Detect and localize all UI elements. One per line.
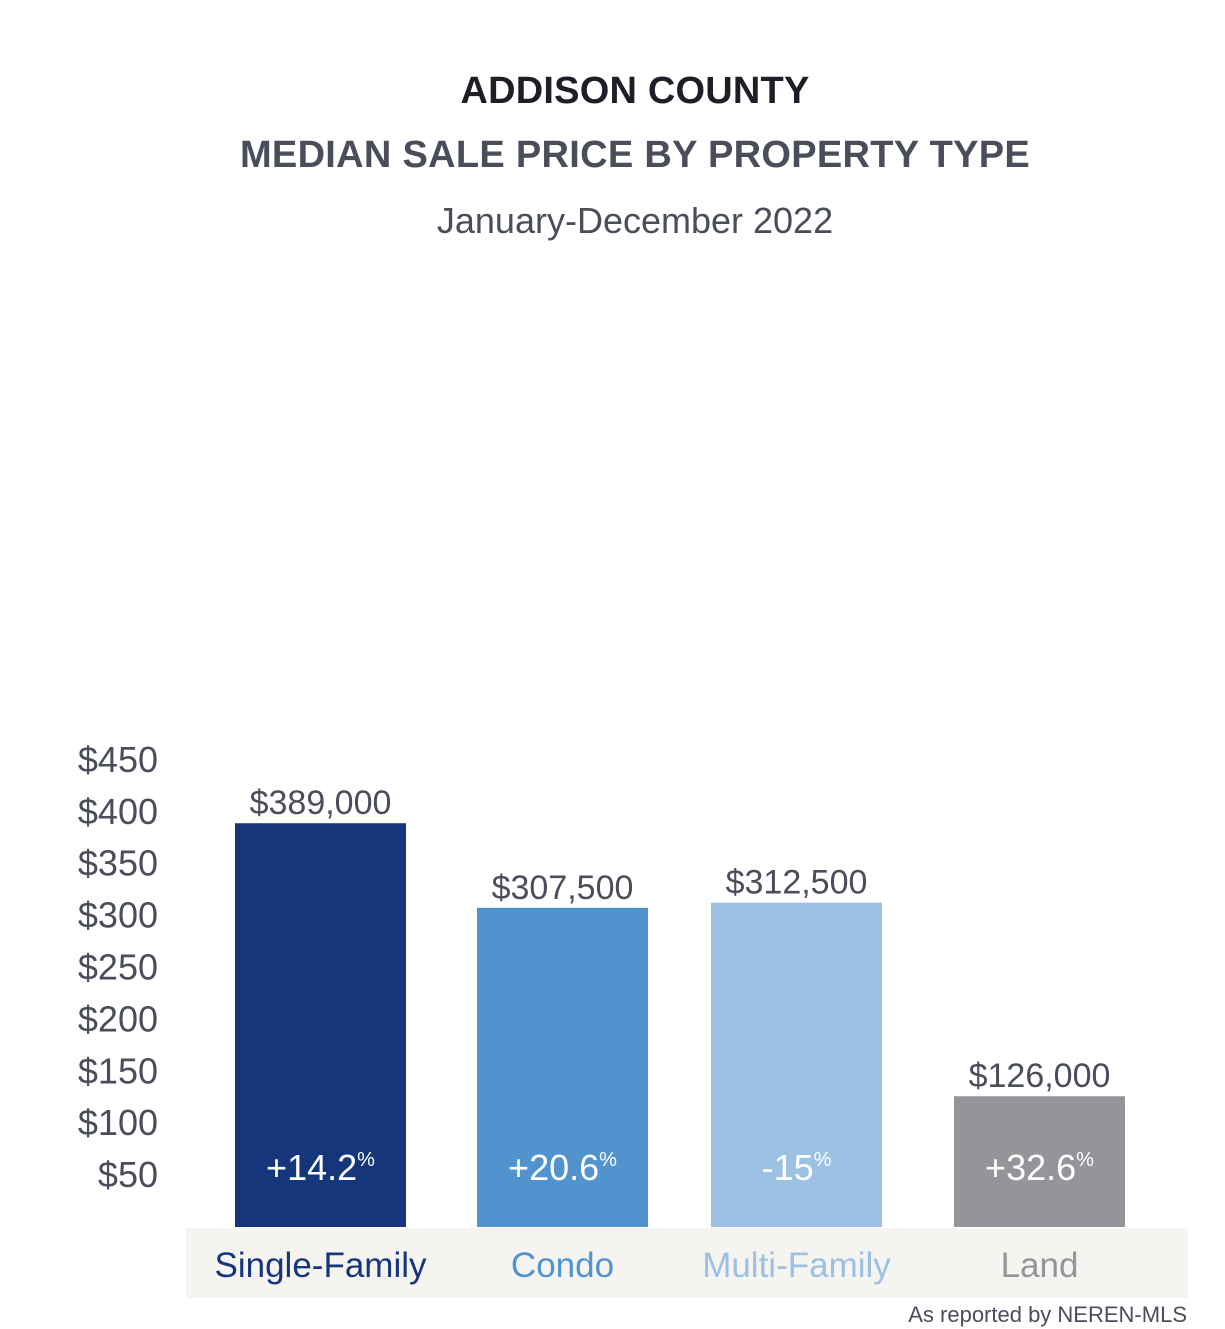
chart-subtitle: MEDIAN SALE PRICE BY PROPERTY TYPE [239, 134, 1031, 176]
change-value: +20.6 [508, 1147, 599, 1188]
y-tick-label: $250 [78, 947, 158, 988]
change-value: -15 [762, 1147, 814, 1188]
change-label: +14.2% [266, 1147, 375, 1188]
y-tick-label: $400 [78, 791, 158, 832]
category-label: Multi-Family [702, 1246, 891, 1285]
value-label: $389,000 [250, 784, 392, 822]
y-tick-label: $450 [78, 739, 158, 780]
x-axis-band [186, 1228, 1188, 1298]
y-tick-label: $50 [98, 1154, 158, 1195]
bar [711, 902, 882, 1227]
value-label: $126,000 [969, 1057, 1111, 1095]
bar [477, 907, 648, 1227]
value-label: $307,500 [492, 869, 634, 907]
bar [235, 823, 406, 1227]
change-label: +20.6% [508, 1147, 617, 1188]
source-note: As reported by NEREN-MLS [908, 1302, 1187, 1327]
change-unit: % [357, 1149, 375, 1171]
change-label: +32.6% [985, 1147, 1094, 1188]
change-value: +14.2 [266, 1147, 357, 1188]
change-unit: % [599, 1149, 617, 1171]
category-label: Single-Family [215, 1246, 427, 1285]
y-tick-label: $150 [78, 1050, 158, 1091]
chart-period: January-December 2022 [436, 200, 834, 241]
change-label: -15% [762, 1147, 832, 1188]
chart-title: ADDISON COUNTY [460, 70, 810, 112]
change-unit: % [1076, 1149, 1094, 1171]
y-tick-label: $350 [78, 843, 158, 884]
y-tick-label: $200 [78, 998, 158, 1039]
y-tick-label: $100 [78, 1102, 158, 1143]
value-label: $312,500 [726, 864, 868, 902]
bar [954, 1096, 1125, 1227]
category-label: Land [1001, 1246, 1079, 1285]
change-value: +32.6 [985, 1147, 1076, 1188]
change-unit: % [814, 1149, 832, 1171]
y-tick-label: $300 [78, 895, 158, 936]
category-label: Condo [511, 1246, 614, 1285]
